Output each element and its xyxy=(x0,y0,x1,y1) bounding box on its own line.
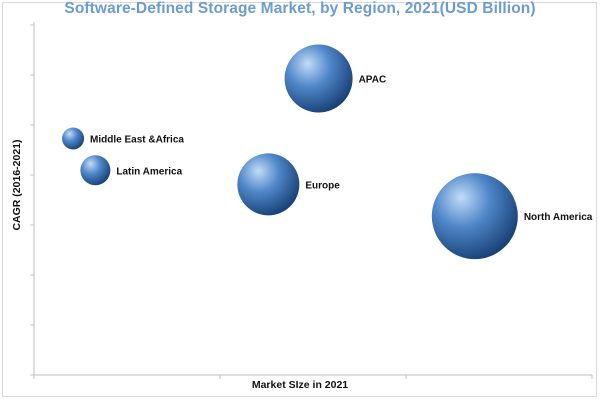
bubble-mark xyxy=(80,155,111,186)
bubble-mark xyxy=(431,173,518,260)
bubble-middle-east-africa xyxy=(62,127,85,150)
bubble-label-apac: APAC xyxy=(359,74,387,85)
bubble-apac xyxy=(284,44,353,113)
chart-frame xyxy=(2,2,597,397)
bubble-label-latin-america: Latin America xyxy=(116,166,182,177)
x-axis-title: Market SIze in 2021 xyxy=(251,379,349,391)
bubble-label-middle-east-africa: Middle East &Africa xyxy=(90,134,184,145)
bubble-latin-america xyxy=(80,155,111,186)
bubble-mark xyxy=(237,153,300,216)
bubble-mark xyxy=(284,44,353,113)
bubble-label-europe: Europe xyxy=(305,180,340,191)
bubble-mark xyxy=(62,127,85,150)
bubble-north-america xyxy=(431,173,518,260)
bubble-label-north-america: North America xyxy=(524,212,593,223)
bubble-europe xyxy=(237,153,300,216)
chart-title: Software-Defined Storage Market, by Regi… xyxy=(64,0,536,17)
